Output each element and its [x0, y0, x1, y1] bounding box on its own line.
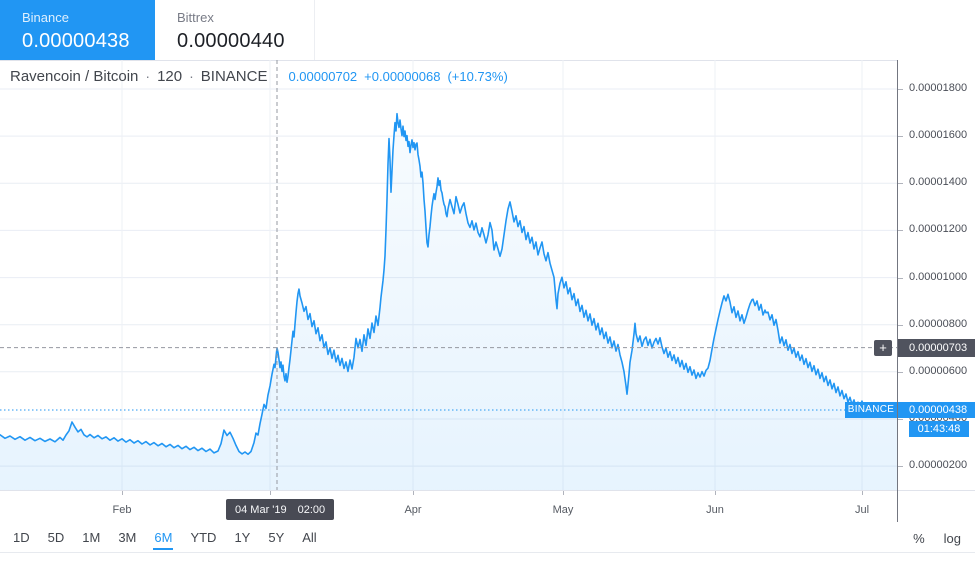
price-tick-mark: [898, 183, 903, 184]
time-tick-mark: [413, 491, 414, 495]
last-price-badge: 0.00000438: [898, 402, 975, 419]
interval-label: 120: [157, 68, 183, 85]
crosshair-price-badge: 0.00000703: [898, 338, 975, 357]
price-change-percent: (+10.73%): [447, 69, 508, 84]
range-toolbar: 1D 5D 1M 3M 6M YTD 1Y 5Y All % log: [0, 522, 975, 553]
tab-bittrex-price: 0.00000440: [177, 30, 285, 52]
chart-legend: Ravencoin / Bitcoin · 120 · BINANCE 0.00…: [10, 68, 508, 85]
price-tick-label: 0.00000200: [909, 459, 968, 472]
range-button-3m[interactable]: 3M: [118, 529, 137, 545]
price-tick-mark: [898, 230, 903, 231]
symbol-title: Ravencoin / Bitcoin: [10, 68, 139, 85]
range-button-1y[interactable]: 1Y: [234, 529, 251, 545]
tab-bittrex-label: Bittrex: [177, 10, 214, 25]
add-alert-plus-icon[interactable]: +: [874, 339, 892, 356]
price-tick-mark: [898, 466, 903, 467]
log-scale-button[interactable]: log: [943, 530, 961, 546]
price-tick-label: 0.00001000: [909, 270, 968, 283]
price-tick-mark: [898, 89, 903, 90]
time-tick-label: May: [552, 504, 574, 516]
price-tick-mark: [898, 372, 903, 373]
tab-bittrex[interactable]: Bittrex 0.00000440: [155, 0, 315, 60]
time-tick-label: Jun: [706, 504, 724, 516]
time-axis[interactable]: 04 Mar '19 02:00 Feb Apr May Jun Jul: [0, 490, 975, 522]
time-tick-mark: [270, 491, 271, 495]
price-change-value: +0.00000068: [364, 69, 441, 84]
tab-binance-label: Binance: [22, 10, 69, 25]
range-button-5d[interactable]: 5D: [47, 529, 65, 545]
price-chart-canvas[interactable]: [0, 60, 897, 490]
price-tick-mark: [898, 136, 903, 137]
price-tick-label: 0.00001400: [909, 176, 968, 189]
series-exchange-flag: BINANCE: [845, 402, 897, 419]
price-tick-label: 0.00001600: [909, 129, 968, 142]
price-tick-mark: [898, 419, 903, 420]
time-tick-mark: [563, 491, 564, 495]
tooltip-date: 04 Mar '19: [235, 503, 287, 516]
time-tick-mark: [715, 491, 716, 495]
scale-toggles: % log: [913, 529, 975, 546]
range-button-1d[interactable]: 1D: [13, 529, 30, 545]
bar-countdown-badge: 01:43:48: [909, 421, 969, 438]
time-tick-mark: [122, 491, 123, 495]
exchange-label: BINANCE: [200, 68, 268, 85]
time-tick-label: Feb: [112, 504, 132, 516]
range-button-all[interactable]: All: [302, 529, 317, 545]
exchange-tabbar: Binance 0.00000438 Bittrex 0.00000440: [0, 0, 975, 61]
tooltip-time: 02:00: [297, 503, 326, 516]
price-tick-mark: [898, 278, 903, 279]
price-tick-label: 0.00001800: [909, 82, 968, 94]
time-tick-label: Apr: [404, 504, 422, 516]
price-tick-label: 0.00000600: [909, 364, 968, 377]
price-axis[interactable]: 0.00000703 0.00000438 01:43:48 0.0000180…: [898, 60, 975, 522]
price-axis-border: [897, 60, 898, 522]
crosshair-price-value: 0.00000702: [288, 69, 358, 84]
price-tick-mark: [898, 325, 903, 326]
price-tick-label: 0.00000800: [909, 317, 968, 330]
legend-separator: ·: [145, 68, 151, 84]
range-button-ytd[interactable]: YTD: [190, 529, 217, 545]
range-button-6m[interactable]: 6M: [153, 526, 174, 551]
percent-scale-button[interactable]: %: [913, 530, 925, 546]
time-tick-label: Jul: [854, 504, 870, 516]
crosshair-date-tooltip: 04 Mar '19 02:00: [226, 499, 335, 520]
range-button-5y[interactable]: 5Y: [268, 529, 285, 545]
legend-separator: ·: [189, 68, 194, 84]
tab-binance-price: 0.00000438: [22, 30, 130, 52]
price-tick-label: 0.00001200: [909, 223, 968, 236]
tab-binance[interactable]: Binance 0.00000438: [0, 0, 155, 60]
range-button-1m[interactable]: 1M: [82, 529, 101, 545]
price-area-fill: [0, 113, 897, 490]
range-buttons: 1D 5D 1M 3M 6M YTD 1Y 5Y All: [0, 524, 318, 551]
price-line: [0, 112, 897, 456]
time-tick-mark: [862, 491, 863, 495]
chart-pane[interactable]: Ravencoin / Bitcoin · 120 · BINANCE 0.00…: [0, 60, 897, 490]
